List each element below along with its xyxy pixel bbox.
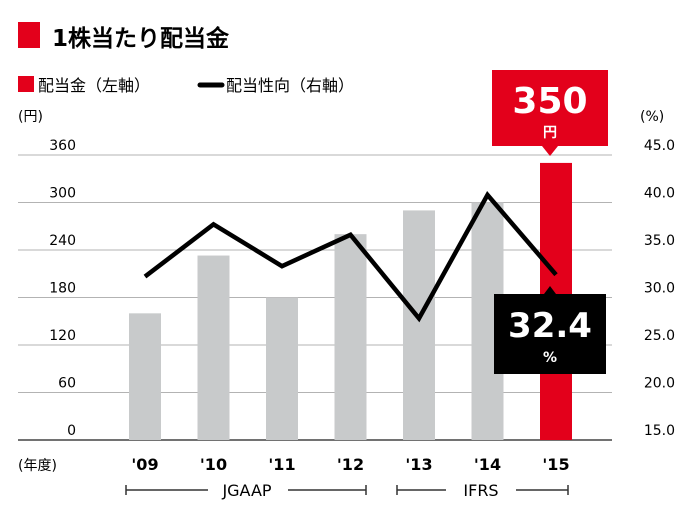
x-tick-label: '09	[131, 455, 158, 474]
right-tick-label: 20.0	[644, 376, 675, 392]
x-tick-label: '13	[405, 455, 432, 474]
bar-12	[334, 234, 367, 440]
jgaap-bracket	[125, 485, 367, 495]
left-tick-label: 360	[49, 138, 76, 154]
left-axis-unit: (円)	[18, 109, 43, 125]
dividend-callout-pointer	[542, 146, 558, 156]
dividend-callout: 350 円	[492, 70, 608, 156]
dividend-callout-value: 350	[512, 81, 587, 122]
left-tick-label: 300	[49, 186, 76, 202]
right-tick-label: 30.0	[644, 281, 675, 297]
ifrs-bracket	[396, 485, 569, 495]
legend-line-label: 配当性向（右軸）	[226, 76, 354, 95]
x-tick-label: '10	[200, 455, 227, 474]
x-tick-label: '12	[337, 455, 364, 474]
ifrs-label: IFRS	[463, 481, 498, 500]
bar-13	[403, 210, 435, 440]
left-tick-label: 120	[49, 328, 76, 344]
tick-layer: 0 60 120 180 240 300 360 15.0 20.0 25.0 30.0 35.0 40…	[49, 138, 675, 439]
title-marker	[18, 22, 40, 48]
legend-bar-label: 配当金（左軸）	[38, 76, 150, 95]
payout-callout-box	[494, 294, 606, 374]
right-tick-label: 35.0	[644, 233, 675, 249]
right-axis-unit: (%)	[640, 109, 664, 125]
line-layer	[143, 190, 558, 323]
right-tick-label: 40.0	[644, 186, 675, 202]
payout-callout-value: 32.4	[508, 306, 592, 346]
payout-callout-pointer	[544, 286, 556, 294]
right-tick-label: 15.0	[644, 423, 675, 439]
left-tick-label: 240	[49, 233, 76, 249]
left-tick-label: 60	[58, 376, 76, 392]
x-tick-label: '15	[542, 455, 569, 474]
x-tick-label: '14	[474, 455, 501, 474]
x-tick-layer: '09 '10 '11 '12 '13 '14 '15	[131, 455, 569, 474]
x-tick-label: '11	[268, 455, 295, 474]
dividend-callout-unit: 円	[543, 125, 557, 141]
right-tick-label: 25.0	[644, 328, 675, 344]
x-axis-unit: (年度)	[18, 458, 57, 474]
left-tick-label: 180	[49, 281, 76, 297]
bar-10	[197, 255, 230, 440]
bar-09	[129, 313, 161, 440]
jgaap-label: JGAAP	[221, 481, 271, 500]
dividend-callout-box	[492, 70, 608, 146]
right-tick-label: 45.0	[644, 138, 675, 154]
left-tick-label: 0	[67, 423, 76, 439]
payout-callout: 32.4 %	[494, 286, 606, 374]
chart-title: 1株当たり配当金	[52, 25, 230, 52]
payout-callout-unit: %	[543, 350, 557, 366]
legend-bar-swatch	[18, 76, 34, 92]
bar-11	[266, 297, 298, 440]
